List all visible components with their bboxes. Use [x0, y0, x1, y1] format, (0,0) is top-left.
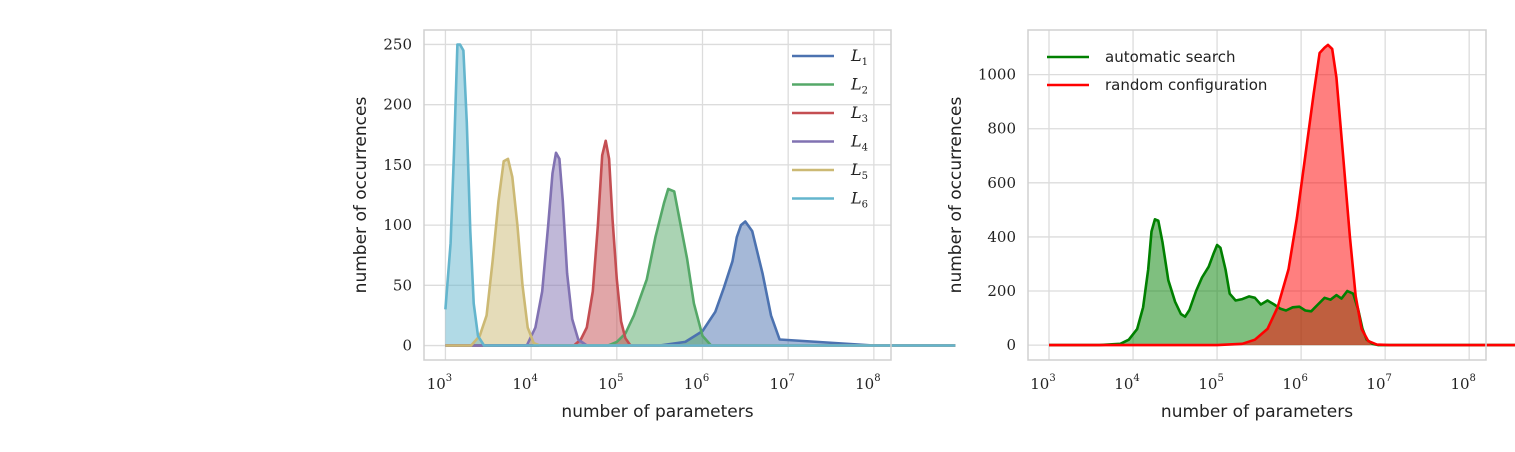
y-tick-label: 100 — [383, 216, 412, 234]
x-tick-label: 104 — [1114, 373, 1139, 393]
x-tick-label: 103 — [1030, 373, 1055, 393]
y-tick-label: 250 — [383, 35, 412, 53]
axes-frame — [423, 29, 892, 361]
legend: L1 L2 L3 L4 L5 L6 — [792, 46, 868, 211]
x-tick-label: 108 — [1450, 373, 1475, 393]
y-tick-label: 600 — [987, 174, 1016, 192]
y-tick-label: 50 — [393, 276, 412, 294]
legend-label-L6: L6 — [850, 189, 868, 211]
y-tick-label: 400 — [987, 228, 1016, 246]
y-tick-label: 150 — [383, 156, 412, 174]
series-area-automatic — [1049, 219, 1515, 346]
x-axis-label: number of parameters — [561, 402, 753, 422]
x-axis-label: number of parameters — [1161, 402, 1353, 422]
series-line-L5 — [445, 157, 956, 347]
y-axis-label: number of occurrences — [946, 97, 966, 294]
x-tick-label: 105 — [1198, 373, 1223, 393]
y-tick-label: 1000 — [978, 66, 1016, 84]
legend-label-L5: L5 — [850, 160, 868, 182]
series-line-L6 — [444, 43, 956, 347]
x-tick-label: 103 — [427, 373, 452, 393]
legend-label-automatic: automatic search — [1105, 48, 1235, 66]
series-area-L4 — [445, 152, 956, 346]
x-tick-label: 106 — [1282, 373, 1307, 393]
legend-label-random: random configuration — [1105, 76, 1267, 94]
series-line-automatic — [1049, 218, 1515, 347]
y-tick-label: 200 — [383, 96, 412, 114]
axes-frame — [1027, 29, 1487, 361]
legend-label-L4: L4 — [850, 132, 868, 154]
series-line-L2 — [445, 187, 956, 347]
y-tick-label: 200 — [987, 282, 1016, 300]
series-area-L5 — [445, 158, 956, 346]
y-tick-label: 0 — [1006, 336, 1016, 354]
y-tick-label: 800 — [987, 120, 1016, 138]
series-line-L4 — [445, 151, 956, 347]
x-tick-label: 104 — [512, 373, 537, 393]
x-tick-label: 107 — [769, 373, 794, 393]
chart-panel-1: 0 50 100 150 200 250 103 104 105 106 107 108 number … — [351, 29, 956, 422]
legend-label-L3: L3 — [850, 103, 868, 125]
series-line-random — [1049, 43, 1515, 347]
legend: automatic search random configuration — [1047, 48, 1267, 94]
series-line-L1 — [445, 220, 956, 347]
x-tick-label: 107 — [1366, 373, 1391, 393]
legend-label-L1: L1 — [850, 46, 868, 68]
x-tick-label: 106 — [684, 373, 709, 393]
y-axis-label: number of occurrences — [351, 97, 371, 294]
x-tick-label: 105 — [598, 373, 623, 393]
series-line-L3 — [445, 139, 956, 347]
x-tick-label: 108 — [855, 373, 880, 393]
legend-label-L2: L2 — [850, 75, 868, 97]
chart-panel-2: 0 200 400 600 800 1000 103 104 105 106 107 108 numbe… — [946, 29, 1515, 422]
y-tick-label: 0 — [402, 337, 412, 355]
